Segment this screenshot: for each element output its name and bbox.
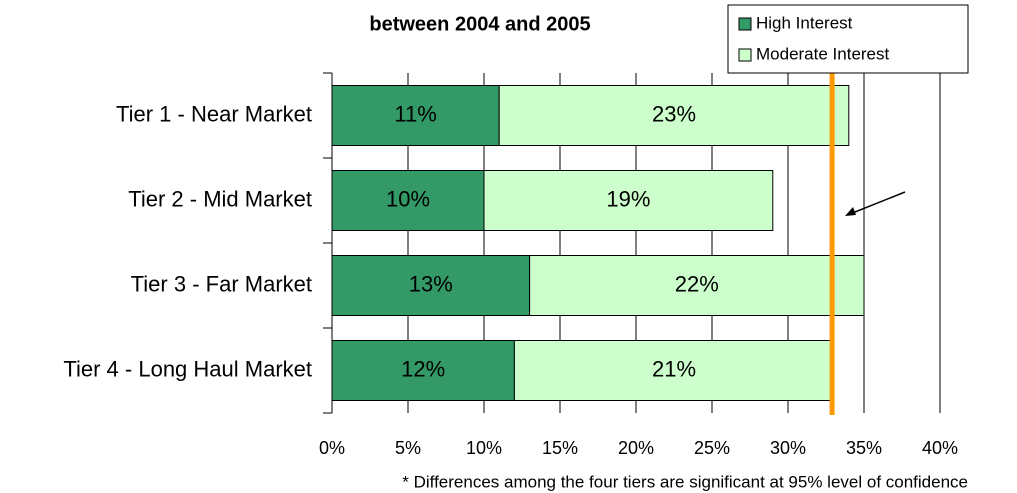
y-tick-label: Tier 2 - Mid Market	[128, 186, 312, 211]
chart-title: between 2004 and 2005	[369, 13, 590, 35]
y-tick-label: Tier 4 - Long Haul Market	[63, 356, 312, 381]
bar-segment	[331, 255, 531, 316]
x-tick-label: 25%	[694, 438, 730, 458]
legend-label: Moderate Interest	[756, 44, 890, 63]
x-tick-label: 40%	[922, 438, 958, 458]
data-label: 13%	[409, 271, 453, 296]
bar-segment	[331, 170, 485, 231]
x-tick-label: 10%	[466, 438, 502, 458]
legend-box	[727, 4, 969, 74]
data-label: 22%	[675, 271, 719, 296]
legend-swatch	[738, 17, 752, 31]
pointer-arrow	[849, 191, 906, 215]
footnote: * Differences among the four tiers are s…	[402, 472, 968, 491]
data-label: 21%	[652, 356, 696, 381]
x-tick-label: 20%	[618, 438, 654, 458]
bar-segment	[513, 340, 835, 401]
bar-segment	[498, 85, 850, 146]
y-tick-label: Tier 1 - Near Market	[116, 101, 312, 126]
data-label: 12%	[401, 356, 445, 381]
y-tick-label: Tier 3 - Far Market	[131, 271, 312, 296]
bar-segment	[331, 340, 515, 401]
bar-segment	[483, 170, 774, 231]
x-tick-label: 15%	[542, 438, 578, 458]
bar-segment	[529, 255, 865, 316]
data-label: 10%	[386, 186, 430, 211]
data-label: 23%	[652, 101, 696, 126]
x-tick-label: 5%	[395, 438, 421, 458]
legend-swatch	[738, 48, 752, 62]
x-tick-label: 0%	[319, 438, 345, 458]
data-label: 19%	[606, 186, 650, 211]
bar-segment	[331, 85, 500, 146]
x-tick-label: 35%	[846, 438, 882, 458]
pointer-arrowhead	[845, 207, 856, 216]
data-label: 11%	[394, 101, 436, 126]
legend-label: High Interest	[756, 13, 853, 32]
x-tick-label: 30%	[770, 438, 806, 458]
mask	[938, 155, 978, 205]
